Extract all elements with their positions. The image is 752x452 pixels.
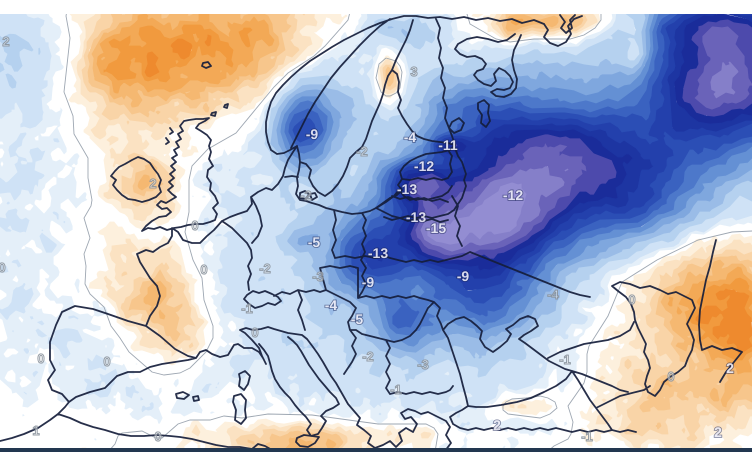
svg-text:-1: -1 <box>559 352 571 367</box>
svg-text:-2: -2 <box>300 188 312 203</box>
svg-text:-12: -12 <box>503 187 523 203</box>
svg-text:-1: -1 <box>241 301 253 316</box>
svg-text:-9: -9 <box>306 126 319 142</box>
svg-text:0: 0 <box>200 262 207 277</box>
svg-text:-1: -1 <box>390 382 402 397</box>
svg-text:-13: -13 <box>397 181 417 197</box>
svg-text:-9: -9 <box>362 274 375 290</box>
svg-text:-5: -5 <box>351 311 364 327</box>
svg-text:0: 0 <box>103 354 110 369</box>
svg-text:0: 0 <box>191 218 198 233</box>
svg-text:-13: -13 <box>368 245 388 261</box>
svg-text:-4: -4 <box>547 287 559 302</box>
svg-text:-2: -2 <box>362 349 374 364</box>
svg-text:2: 2 <box>2 34 9 49</box>
svg-text:0: 0 <box>0 260 6 275</box>
svg-text:0: 0 <box>154 429 161 444</box>
svg-text:-3: -3 <box>417 357 429 372</box>
svg-text:0: 0 <box>667 369 674 384</box>
svg-text:0: 0 <box>251 325 258 340</box>
svg-text:0: 0 <box>628 292 635 307</box>
svg-text:0: 0 <box>37 351 44 366</box>
svg-text:2: 2 <box>714 424 722 440</box>
svg-text:-9: -9 <box>457 268 470 284</box>
svg-text:-1: -1 <box>581 429 593 444</box>
svg-text:2: 2 <box>493 417 501 433</box>
svg-text:-12: -12 <box>414 158 434 174</box>
svg-text:-15: -15 <box>426 220 446 236</box>
svg-text:-2: -2 <box>356 144 368 159</box>
svg-text:-3: -3 <box>312 269 324 284</box>
svg-text:2: 2 <box>149 176 156 191</box>
svg-text:-4: -4 <box>325 297 338 313</box>
svg-text:3: 3 <box>410 64 417 79</box>
svg-text:-2: -2 <box>259 261 271 276</box>
svg-text:-4: -4 <box>404 129 417 145</box>
svg-text:1: 1 <box>32 423 39 438</box>
svg-text:-13: -13 <box>406 209 426 225</box>
svg-text:2: 2 <box>726 360 734 376</box>
svg-text:-11: -11 <box>438 137 458 153</box>
svg-text:-5: -5 <box>308 234 321 250</box>
